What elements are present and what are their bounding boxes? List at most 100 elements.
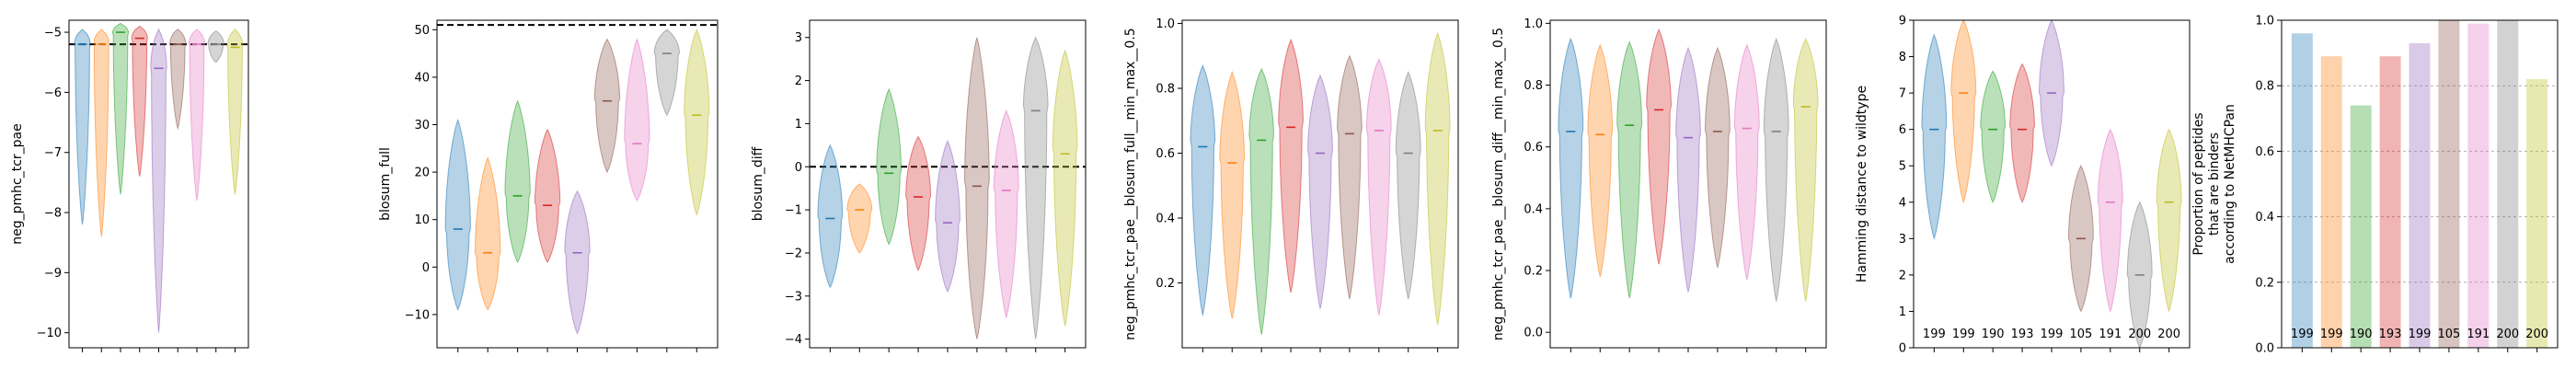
- y-tick-label: 1.0: [2255, 15, 2274, 29]
- y-tick-label: 0.6: [1156, 147, 1175, 161]
- violin-5: [1307, 74, 1333, 309]
- violin-3: [876, 87, 903, 246]
- y-tick-label: −10: [405, 308, 430, 322]
- violin-1: [1190, 63, 1216, 316]
- violin-2: [1950, 18, 1977, 204]
- violin-1: [74, 29, 91, 225]
- violin-7: [2097, 128, 2123, 314]
- y-tick-label: 9: [1899, 15, 1906, 29]
- y-tick-label: 0.4: [2255, 211, 2274, 224]
- y-tick-label: 8: [1899, 51, 1906, 64]
- y-tick-label: 1: [795, 118, 802, 132]
- y-tick-label: −4: [785, 333, 802, 347]
- y-axis-label: Hamming distance to wildtype: [1855, 86, 1869, 282]
- violin-2: [846, 183, 873, 254]
- violin-2: [474, 156, 501, 311]
- bar-9: [2526, 79, 2548, 348]
- y-tick-label: −7: [44, 146, 62, 160]
- y-tick-label: 0.8: [1156, 83, 1175, 97]
- y-tick-label: 2: [795, 75, 802, 88]
- violin-7: [1733, 43, 1760, 281]
- y-tick-label: 7: [1899, 87, 1906, 101]
- count-label: 199: [2041, 328, 2064, 341]
- violin-7: [1365, 58, 1392, 316]
- y-axis-label: blosum_diff: [751, 146, 765, 221]
- violin-2: [1587, 43, 1614, 277]
- violin-8: [207, 30, 224, 63]
- violin-3: [1248, 67, 1275, 335]
- bar-7: [2467, 23, 2490, 349]
- y-tick-label: 1: [1899, 305, 1906, 319]
- y-tick-label: 0.6: [2255, 145, 2274, 159]
- violin-6: [963, 37, 990, 339]
- count-label: 200: [2525, 328, 2548, 341]
- count-label: 199: [2409, 328, 2432, 341]
- violin-8: [1022, 36, 1049, 339]
- violin-6: [1704, 46, 1731, 268]
- violin-3: [504, 99, 531, 264]
- bar-1: [2291, 33, 2313, 349]
- count-label: 199: [1952, 328, 1975, 341]
- y-tick-label: 6: [1899, 123, 1906, 137]
- y-tick-label: 0: [422, 261, 430, 275]
- y-tick-label: −8: [44, 207, 62, 221]
- violin-2: [1219, 70, 1246, 319]
- violin-6: [168, 29, 187, 131]
- y-tick-label: 0.2: [1156, 277, 1175, 291]
- violin-3: [111, 22, 130, 195]
- violin-4: [1646, 28, 1673, 265]
- violin-9: [1424, 31, 1451, 326]
- y-tick-label: 5: [1899, 160, 1906, 174]
- y-axis-label: neg_pmhc_tcr_pae__blosum_full__min_max__…: [1123, 28, 1138, 339]
- count-label: 193: [2379, 328, 2402, 341]
- y-tick-label: 10: [414, 213, 430, 227]
- axes-frame: [1549, 19, 1827, 349]
- violin-9: [1792, 37, 1819, 302]
- y-tick-label: 50: [414, 24, 430, 38]
- violin-7: [624, 38, 650, 202]
- violin-5: [1675, 46, 1701, 293]
- bar-4: [2379, 56, 2401, 348]
- count-label: 105: [2438, 328, 2461, 341]
- chart-panel-5: 0.0 0.2 0.4 0.6 0.8 1.0 neg_pmhc_tcr_pae__blos…: [1491, 17, 1827, 352]
- y-tick-label: −10: [37, 327, 62, 340]
- violin-4: [2009, 63, 2036, 204]
- y-tick-label: 0.4: [1524, 202, 1543, 216]
- axes-frame: [68, 19, 249, 349]
- violin-7: [188, 29, 206, 201]
- count-label: 193: [2011, 328, 2034, 341]
- count-label: 191: [2099, 328, 2122, 341]
- violin-4: [905, 135, 932, 271]
- violin-1: [1558, 37, 1584, 299]
- y-tick-label: 30: [414, 119, 430, 132]
- count-label: 200: [2496, 328, 2519, 341]
- y-tick-label: 0.8: [1524, 79, 1543, 93]
- violin-4: [534, 128, 561, 264]
- y-tick-label: 0: [1899, 342, 1906, 356]
- y-tick-label: 0.6: [1524, 141, 1543, 155]
- axes-frame: [436, 19, 719, 349]
- violin-3: [1616, 40, 1643, 299]
- chart-panel-4: 0.2 0.4 0.6 0.8 1.0 neg_pmhc_tcr_pae__blosum_…: [1123, 17, 1459, 352]
- chart-panel-7: 0.0 0.2 0.4 0.6 0.8 1.0 199 199 190 193 199 105 191 2…: [2191, 15, 2559, 356]
- bar-5: [2409, 42, 2431, 349]
- count-label: 105: [2070, 328, 2093, 341]
- y-tick-label: 0.4: [1156, 213, 1175, 226]
- y-tick-label: −6: [44, 86, 62, 100]
- count-label: 199: [2291, 328, 2314, 341]
- violin-2: [93, 29, 109, 237]
- bar-6: [2438, 20, 2460, 348]
- axes-frame: [1181, 19, 1459, 349]
- violin-9: [226, 29, 244, 195]
- violin-5: [150, 28, 167, 333]
- count-label: 199: [2320, 328, 2343, 341]
- count-label: 200: [2128, 328, 2151, 341]
- violin-1: [1921, 33, 1948, 241]
- y-tick-label: 3: [1899, 233, 1906, 247]
- y-tick-label: 0.2: [1524, 265, 1543, 279]
- chart-panel-3: −4 −3 −2 −1 0 1 2 3 blosum_diff: [751, 19, 1087, 352]
- count-label: 190: [1982, 328, 2005, 341]
- violin-3: [1980, 70, 2007, 204]
- count-label: 190: [2350, 328, 2373, 341]
